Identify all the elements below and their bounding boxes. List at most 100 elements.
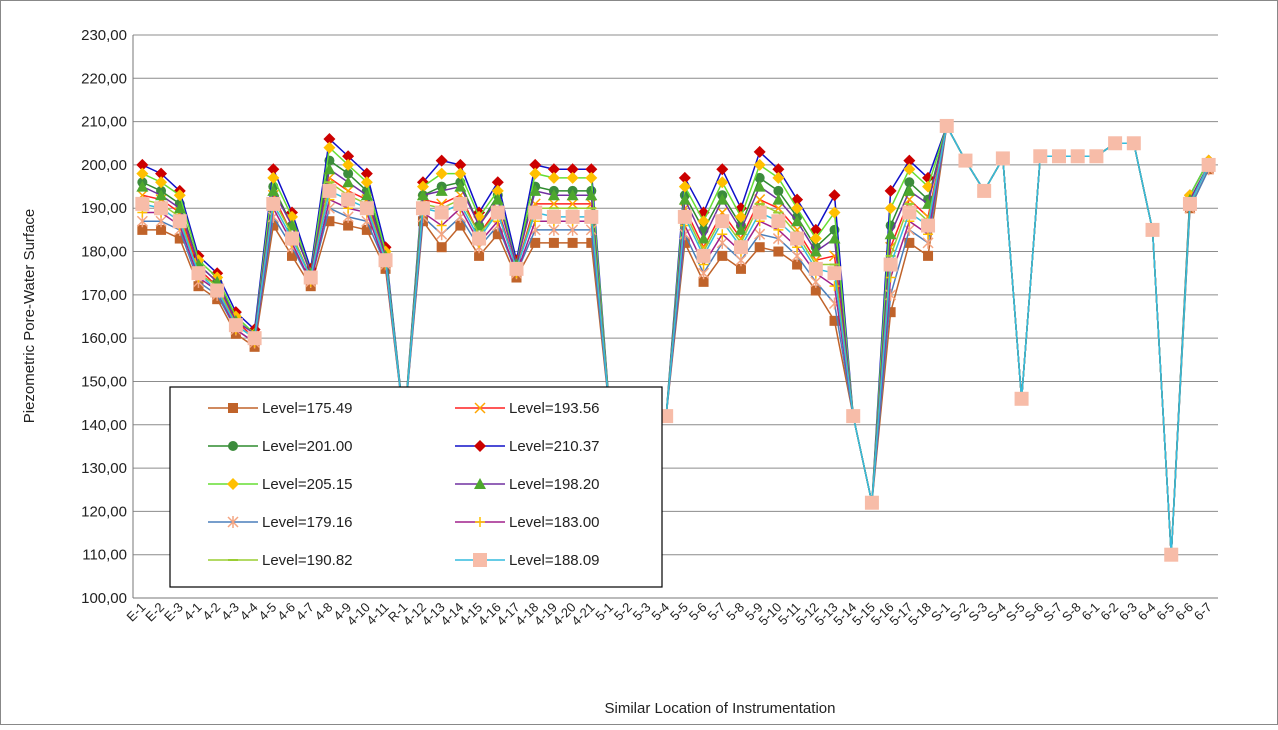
- marker: [585, 171, 598, 184]
- legend-label: Level=210.37: [509, 438, 600, 455]
- marker: [1201, 157, 1216, 172]
- marker: [716, 163, 729, 176]
- legend-label: Level=193.56: [509, 400, 600, 417]
- marker: [809, 232, 822, 245]
- marker: [490, 205, 505, 220]
- marker: [827, 266, 842, 281]
- marker: [173, 202, 186, 214]
- marker: [267, 171, 280, 184]
- marker: [773, 246, 784, 257]
- legend-label: Level=188.09: [509, 552, 600, 569]
- marker: [135, 196, 150, 211]
- marker: [266, 196, 281, 211]
- y-tick-label: 210,00: [81, 114, 127, 131]
- y-tick-label: 180,00: [81, 244, 127, 261]
- marker: [678, 180, 691, 193]
- marker: [546, 209, 561, 224]
- marker: [903, 184, 916, 196]
- marker: [455, 220, 466, 231]
- legend: Level=175.49 Level=193.56 Level=201.00 Leve…: [169, 386, 663, 588]
- marker: [267, 184, 280, 196]
- legend-label: Level=190.82: [262, 552, 353, 569]
- marker: [1014, 391, 1029, 406]
- marker: [491, 176, 504, 189]
- marker: [791, 215, 804, 227]
- marker: [435, 154, 448, 167]
- marker: [156, 224, 167, 235]
- marker: [735, 263, 746, 274]
- marker: [154, 201, 169, 216]
- legend-label: Level=201.00: [262, 438, 353, 455]
- marker: [228, 318, 243, 333]
- marker: [136, 167, 149, 180]
- marker: [155, 189, 168, 201]
- marker: [678, 171, 691, 184]
- legend-marker: [228, 403, 238, 413]
- marker: [678, 193, 691, 205]
- marker: [191, 266, 206, 281]
- marker: [360, 189, 373, 201]
- marker: [977, 183, 992, 198]
- marker: [435, 167, 448, 180]
- y-tick-label: 110,00: [82, 547, 127, 564]
- marker: [696, 248, 711, 263]
- marker: [435, 184, 448, 196]
- y-tick-label: 150,00: [81, 373, 127, 390]
- legend-marker: [227, 478, 239, 490]
- marker: [828, 206, 841, 219]
- marker: [454, 180, 467, 192]
- marker: [715, 214, 730, 229]
- marker: [884, 202, 897, 215]
- marker: [921, 218, 936, 233]
- marker: [698, 276, 709, 287]
- legend-label: Level=205.15: [262, 476, 353, 493]
- marker: [790, 231, 805, 246]
- marker: [530, 237, 541, 248]
- marker: [829, 315, 840, 326]
- y-axis-label: Piezometric Pore-Water Surface: [21, 209, 38, 424]
- marker: [567, 237, 578, 248]
- marker: [565, 209, 580, 224]
- legend-marker: [474, 440, 486, 452]
- marker: [716, 193, 729, 205]
- series-line: [142, 123, 1210, 555]
- marker: [903, 154, 916, 167]
- marker: [155, 176, 168, 189]
- marker: [771, 214, 786, 229]
- y-tick-label: 160,00: [81, 330, 127, 347]
- marker: [958, 153, 973, 168]
- marker: [752, 205, 767, 220]
- marker: [677, 209, 692, 224]
- marker: [904, 177, 915, 188]
- legend-label: Level=179.16: [262, 514, 353, 531]
- marker: [586, 237, 597, 248]
- marker: [454, 167, 467, 180]
- legend-marker: [228, 441, 238, 451]
- marker: [1164, 547, 1179, 562]
- marker: [716, 176, 729, 189]
- y-tick-label: 170,00: [81, 287, 127, 304]
- marker: [322, 183, 337, 198]
- marker: [509, 261, 524, 276]
- marker: [1126, 136, 1141, 151]
- legend-label: Level=198.20: [509, 476, 600, 493]
- marker: [172, 214, 187, 229]
- marker: [753, 145, 766, 158]
- marker: [585, 189, 598, 201]
- marker: [923, 250, 934, 261]
- marker: [939, 118, 954, 133]
- marker: [547, 171, 560, 184]
- marker: [436, 220, 447, 231]
- marker: [1089, 149, 1104, 164]
- y-tick-label: 230,00: [81, 27, 127, 44]
- marker: [697, 232, 710, 244]
- marker: [324, 216, 335, 227]
- marker: [323, 163, 336, 175]
- marker: [342, 150, 355, 163]
- marker: [754, 242, 765, 253]
- marker: [772, 163, 785, 176]
- marker: [734, 223, 747, 235]
- marker: [1145, 222, 1160, 237]
- marker: [753, 180, 766, 192]
